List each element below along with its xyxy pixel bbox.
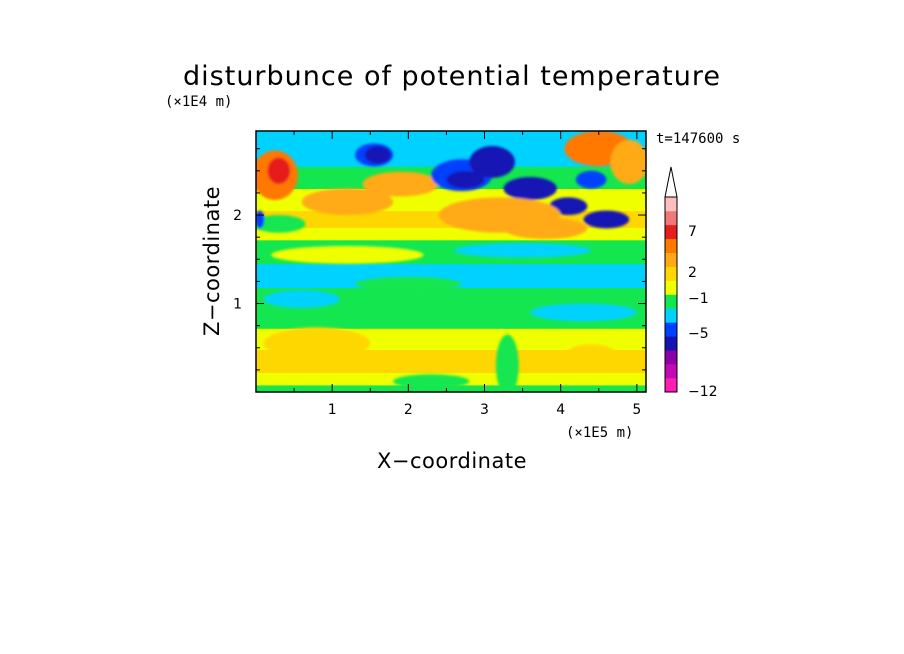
- field-feature-21: [263, 290, 340, 308]
- x-axis-unit: (×1E5 m): [566, 425, 633, 441]
- y-axis-label: Z−coordinate: [200, 186, 224, 336]
- colorbar-label-3: −5: [688, 326, 709, 342]
- colorbar-label-4: −12: [688, 384, 718, 400]
- field-feature-8: [446, 170, 485, 189]
- x-tick-label-5: 5: [632, 402, 641, 418]
- chart-title: disturbunce of potential temperature: [183, 61, 721, 92]
- field-feature-2: [301, 188, 394, 216]
- field-feature-27: [393, 374, 470, 389]
- field-feature-12: [575, 170, 607, 189]
- field-feature-3: [362, 171, 439, 197]
- field-band-0: [256, 384, 646, 392]
- colorbar-swatch-13: [665, 197, 677, 212]
- colorbar-swatch-10: [665, 238, 677, 254]
- contour-field: [256, 131, 646, 392]
- time-label: t=147600 s: [656, 131, 740, 147]
- colorbar-swatch-11: [665, 224, 677, 240]
- field-feature-10: [549, 197, 588, 216]
- y-tick-label-1: 1: [233, 297, 242, 313]
- colorbar-swatch-6: [665, 294, 677, 309]
- x-tick-label-1: 1: [328, 402, 337, 418]
- colorbar-label-0: 7: [688, 224, 697, 240]
- x-axis-ticks: 1 2 3 4 5: [293, 131, 641, 418]
- field-feature-14: [610, 139, 646, 185]
- colorbar-label-1: 2: [688, 265, 697, 281]
- x-tick-label-3: 3: [480, 402, 489, 418]
- field-band-5: [256, 287, 646, 303]
- field-feature-9: [503, 177, 557, 201]
- field-feature-24: [263, 327, 371, 360]
- field-band-2: [256, 349, 646, 374]
- y-axis-unit: (×1E4 m): [165, 94, 232, 110]
- colorbar-swatch-3: [665, 336, 677, 351]
- field-feature-26: [564, 344, 618, 369]
- field-feature-7: [469, 146, 515, 178]
- colorbar-swatch-12: [665, 210, 677, 226]
- colorbar-swatch-9: [665, 252, 677, 267]
- field-feature-16: [503, 217, 588, 239]
- field-feature-1: [267, 157, 291, 185]
- field-band-8: [256, 227, 646, 241]
- plot-frame: [255, 130, 647, 393]
- field-feature-25: [495, 334, 519, 392]
- field-feature-22: [530, 303, 637, 322]
- colorbar-swatch-4: [665, 322, 677, 337]
- y-axis-ticks: 12: [233, 148, 646, 371]
- colorbar-label-2: −1: [688, 291, 709, 307]
- y-tick-label-2: 2: [233, 208, 242, 224]
- colorbar: 7 2 −1 −5 −12: [664, 166, 718, 400]
- x-axis-label: X−coordinate: [377, 449, 527, 473]
- colorbar-extend-arrow: [664, 166, 678, 198]
- colorbar-swatch-1: [665, 364, 677, 379]
- field-feature-19: [271, 246, 424, 264]
- field-feature-23: [355, 276, 462, 292]
- field-feature-17: [256, 215, 306, 233]
- colorbar-swatch-5: [665, 308, 677, 323]
- colorbar-swatch-7: [665, 280, 677, 295]
- colorbar-swatch-8: [665, 266, 677, 281]
- x-tick-label-2: 2: [404, 402, 413, 418]
- colorbar-swatch-2: [665, 350, 677, 365]
- colorbar-swatch-0: [665, 378, 677, 393]
- field-feature-5: [364, 146, 391, 164]
- x-tick-label-4: 4: [556, 402, 565, 418]
- field-feature-11: [583, 210, 630, 229]
- field-feature-20: [454, 243, 592, 258]
